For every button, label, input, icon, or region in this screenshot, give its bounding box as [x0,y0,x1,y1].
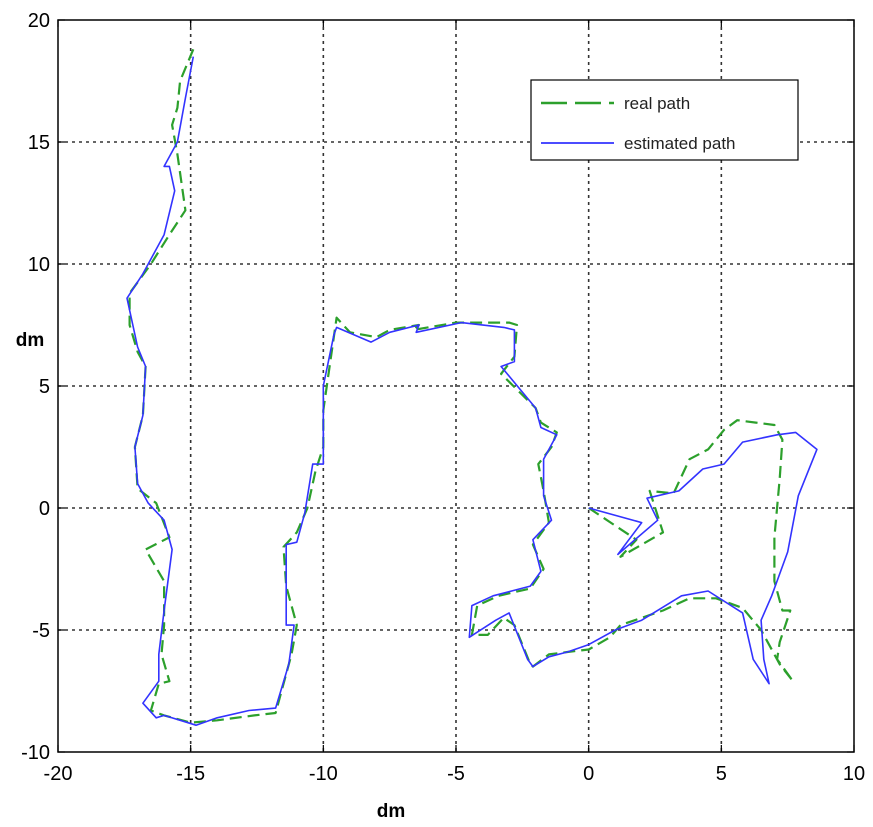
y-tick-label: 20 [28,10,50,32]
tick-labels: -20 -15 -10 -5 0 5 10 -10 -5 0 5 10 15 20 [21,10,865,785]
x-tick-label: 10 [843,763,865,785]
y-tick-label: 15 [28,132,50,154]
legend: real path estimated path [530,79,799,161]
x-axis-label: dm [377,801,406,822]
series-line-estimated-path [126,56,818,727]
x-tick-label: 5 [716,763,727,785]
legend-box [530,79,799,161]
series-layer [126,48,818,727]
tick-marks [57,19,855,753]
y-tick-label: 10 [28,254,50,276]
x-tick-label: -5 [447,763,465,785]
y-tick-label: -5 [32,620,50,642]
x-tick-label: 0 [583,763,594,785]
y-tick-label: -10 [21,742,50,764]
legend-label-real-path: real path [624,94,690,113]
x-tick-label: -10 [309,763,338,785]
y-tick-label: 0 [39,498,50,520]
y-tick-label: 5 [39,376,50,398]
x-tick-label: -15 [176,763,205,785]
legend-label-estimated-path: estimated path [624,134,736,153]
y-axis-label: dm [16,330,45,351]
x-tick-label: -20 [44,763,73,785]
